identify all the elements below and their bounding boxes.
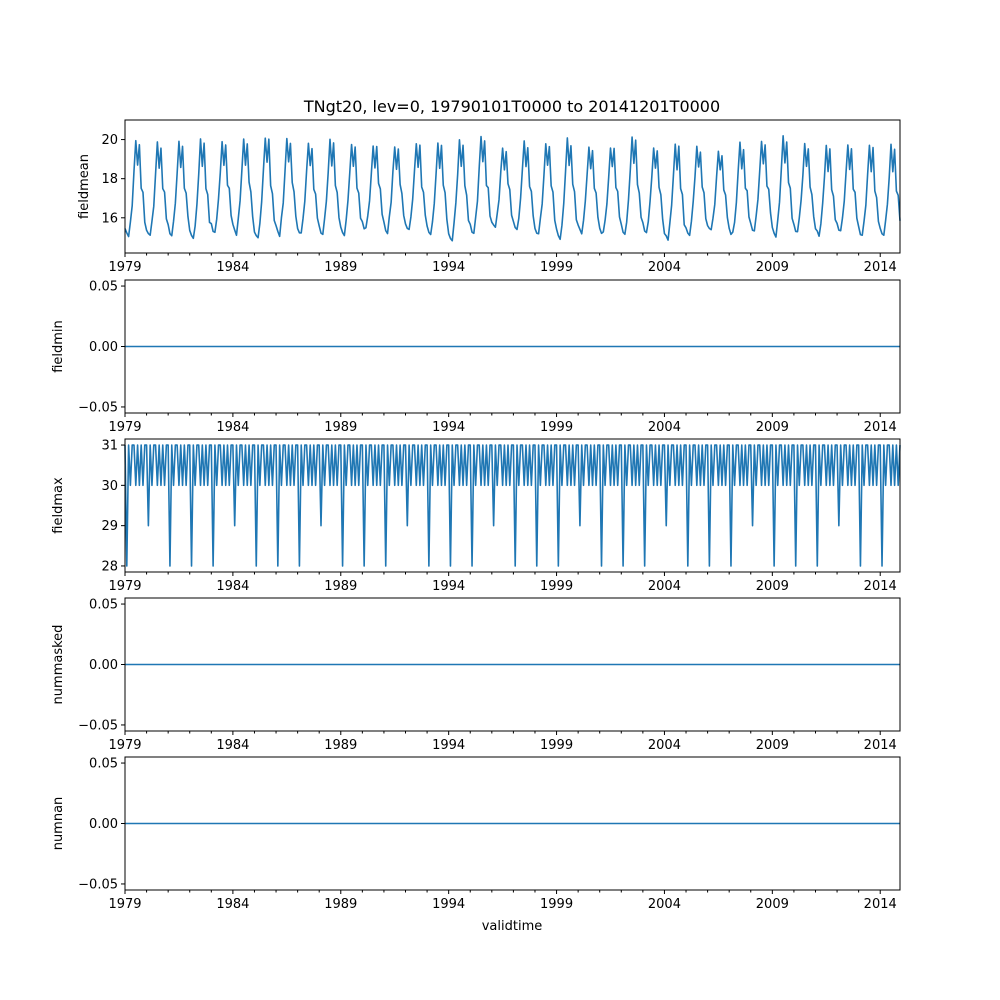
x-axis-label: validtime: [482, 919, 543, 934]
fieldmax-ytick-label: 28: [101, 559, 118, 574]
panel-fieldmax: fieldmax 31 30 29 28 1979 1984 1989 1994 1999 2004…: [51, 438, 901, 594]
numnan-ytick-label: 0.05: [89, 757, 118, 772]
fieldmean-xtick-label: 2009: [756, 260, 789, 275]
nummasked-xtick-label: 2009: [756, 738, 789, 753]
nummasked-xtick-label: 2004: [648, 738, 681, 753]
nummasked-xtick-label: 1994: [432, 738, 465, 753]
fieldmax-xtick-label: 1989: [324, 579, 357, 594]
panels: fieldmean 16 18 20 1979 1984 1989 1994 1999 2004 2…: [51, 119, 901, 912]
panel-fieldmean: fieldmean 16 18 20 1979 1984 1989 1994 1999 2004 2…: [77, 119, 901, 275]
fieldmin-xtick-label: 1989: [324, 420, 357, 435]
numnan-xtick-label: 1984: [216, 897, 249, 912]
numnan-xtick-label: 1989: [324, 897, 357, 912]
fieldmax-ytick-label: 31: [101, 439, 118, 454]
numnan-xtick-label: 1979: [108, 897, 141, 912]
fieldmean-xtick-label: 1984: [216, 260, 249, 275]
fieldmax-xtick-label: 1994: [432, 579, 465, 594]
chart-title: TNgt20, lev=0, 19790101T0000 to 20141201…: [303, 97, 720, 116]
nummasked-y-label: nummasked: [51, 625, 66, 705]
fieldmin-xtick-label: 2009: [756, 420, 789, 435]
numnan-xtick-label: 1999: [540, 897, 573, 912]
fieldmax-xtick-label: 1979: [108, 579, 141, 594]
nummasked-ytick-label: 0.00: [89, 658, 118, 673]
fieldmean-ytick-label: 16: [101, 211, 118, 226]
nummasked-ytick-label: −0.05: [78, 718, 118, 733]
fieldmax-y-label: fieldmax: [51, 477, 66, 534]
fieldmin-xtick-label: 2004: [648, 420, 681, 435]
fieldmean-xtick-label: 1994: [432, 260, 465, 275]
fieldmin-xtick-label: 1979: [108, 420, 141, 435]
fieldmean-y-label: fieldmean: [77, 154, 92, 219]
fieldmax-ytick-label: 29: [101, 519, 118, 534]
nummasked-xtick-label: 1999: [540, 738, 573, 753]
panel-numnan: numnan 0.05 0.00 −0.05 1979 1984 1989 1994 1999 2…: [51, 756, 901, 912]
fieldmin-ytick-label: 0.00: [89, 340, 118, 355]
nummasked-xtick-label: 2014: [864, 738, 897, 753]
nummasked-ytick-label: 0.05: [89, 598, 118, 613]
fieldmin-xtick-label: 1984: [216, 420, 249, 435]
fieldmin-y-label: fieldmin: [51, 320, 66, 373]
fieldmax-xtick-label: 1984: [216, 579, 249, 594]
numnan-ytick-label: 0.00: [89, 817, 118, 832]
fieldmax-xtick-label: 2014: [864, 579, 897, 594]
fieldmin-xtick-label: 1994: [432, 420, 465, 435]
fieldmean-xtick-label: 1999: [540, 260, 573, 275]
numnan-y-label: numnan: [51, 797, 66, 851]
nummasked-xtick-label: 1984: [216, 738, 249, 753]
fieldmean-ytick-label: 20: [101, 133, 118, 148]
nummasked-xtick-label: 1989: [324, 738, 357, 753]
numnan-xtick-label: 2009: [756, 897, 789, 912]
fieldmin-xtick-label: 2014: [864, 420, 897, 435]
fieldmean-xtick-label: 1979: [108, 260, 141, 275]
panel-nummasked: nummasked 0.05 0.00 −0.05 1979 1984 1989 1994 19…: [51, 597, 901, 753]
fieldmax-ytick-label: 30: [101, 479, 118, 494]
fieldmean-xtick-label: 2014: [864, 260, 897, 275]
fieldmean-axes-frame: [124, 119, 901, 254]
fieldmin-xtick-label: 1999: [540, 420, 573, 435]
fieldmean-xtick-label: 1989: [324, 260, 357, 275]
fieldmax-xtick-label: 2009: [756, 579, 789, 594]
numnan-xtick-label: 1994: [432, 897, 465, 912]
fieldmax-xtick-label: 2004: [648, 579, 681, 594]
nummasked-xtick-label: 1979: [108, 738, 141, 753]
panel-fieldmin: fieldmin 0.05 0.00 −0.05 1979 1984 1989 1994 199…: [51, 279, 901, 435]
fieldmean-xtick-label: 2004: [648, 260, 681, 275]
fieldmax-series-line: [124, 444, 901, 567]
fieldmean-series-line: [124, 134, 901, 242]
numnan-xtick-label: 2004: [648, 897, 681, 912]
fieldmean-ytick-label: 18: [101, 172, 118, 187]
fieldmax-axes-frame: [124, 438, 901, 573]
numnan-ytick-label: −0.05: [78, 877, 118, 892]
numnan-xtick-label: 2014: [864, 897, 897, 912]
fieldmax-xtick-label: 1999: [540, 579, 573, 594]
fieldmin-ytick-label: 0.05: [89, 280, 118, 295]
fieldmin-ytick-label: −0.05: [78, 400, 118, 415]
